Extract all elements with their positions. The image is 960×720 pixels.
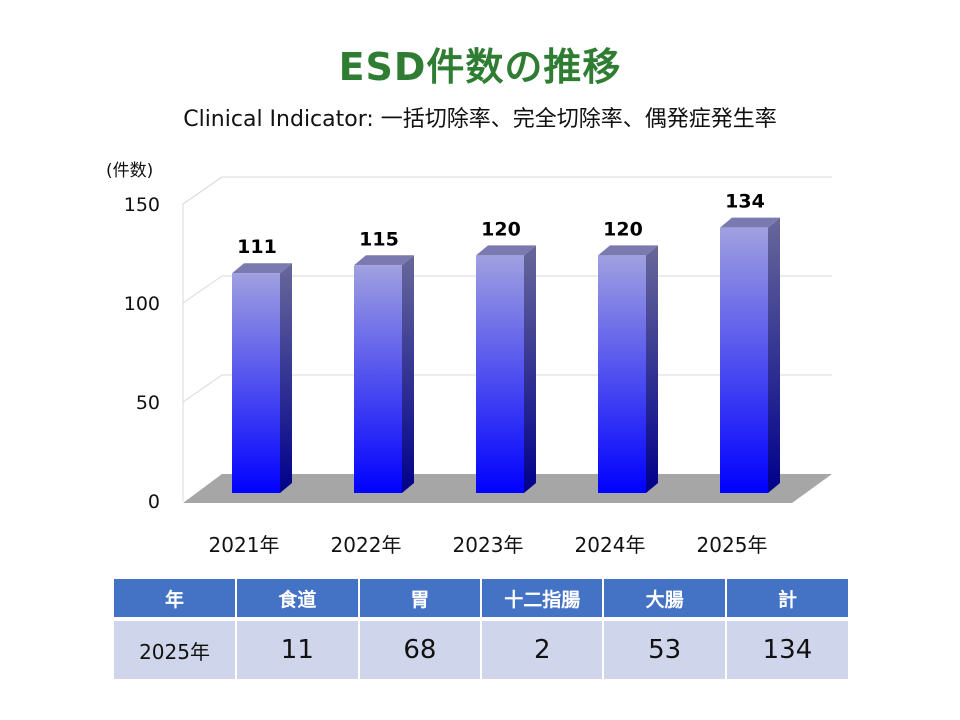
y-axis-label: (件数) <box>106 161 153 181</box>
column-header: 大腸 <box>604 579 725 621</box>
y-tick-label: 50 <box>136 392 160 414</box>
table-cell: 68 <box>359 621 481 679</box>
bar-chart: (件数) 0 50 100 150 111 2021年 115 2022年 120 2023年 12… <box>106 161 832 557</box>
table-row: 2025年 11 68 2 53 134 <box>114 621 848 679</box>
bar-side <box>768 217 780 493</box>
gridline-side <box>182 176 223 205</box>
column-header: 年 <box>114 579 236 621</box>
column-header: 計 <box>726 579 848 621</box>
x-tick-label: 2024年 <box>575 533 646 557</box>
bar-top <box>476 245 536 256</box>
bar <box>232 273 280 493</box>
bar-top <box>598 245 658 256</box>
bar-top <box>720 217 780 228</box>
y-tick-label: 0 <box>148 491 160 513</box>
column-header: 胃 <box>359 579 481 621</box>
bar-side <box>280 263 292 493</box>
bar-side <box>524 245 536 493</box>
table-cell: 134 <box>726 621 848 679</box>
bar-top <box>354 255 414 266</box>
column-header: 食道 <box>237 579 358 621</box>
table-cell: 53 <box>604 621 725 679</box>
data-label: 134 <box>725 191 765 213</box>
bar <box>354 265 402 493</box>
gridline-side <box>182 275 223 304</box>
x-tick-label: 2025年 <box>697 533 768 557</box>
esd-breakdown-table: 年食道胃十二指腸 大腸計 2025年 11 68 2 53 134 <box>112 579 850 679</box>
bar-side <box>402 255 414 493</box>
bar-side <box>646 245 658 493</box>
table-header-row: 年食道胃十二指腸 大腸計 <box>114 579 848 621</box>
data-label: 115 <box>359 228 399 250</box>
column-header: 十二指腸 <box>482 579 603 621</box>
data-label: 111 <box>237 236 277 258</box>
data-label: 120 <box>603 218 643 240</box>
table-cell: 2025年 <box>114 621 236 679</box>
gridline-side <box>182 374 223 403</box>
page-title: ESD件数の推移 <box>338 45 622 89</box>
y-tick-label: 150 <box>124 194 160 216</box>
x-tick-label: 2023年 <box>453 533 524 557</box>
data-label: 120 <box>481 218 521 240</box>
y-tick-label: 100 <box>124 293 160 315</box>
x-tick-label: 2021年 <box>209 533 280 557</box>
table-cell: 2 <box>482 621 603 679</box>
bar <box>720 227 768 493</box>
bar-top <box>232 263 292 274</box>
table-cell: 11 <box>237 621 358 679</box>
bar <box>476 255 524 493</box>
subtitle: Clinical Indicator: 一括切除率、完全切除率、偶発症発生率 <box>183 107 777 132</box>
x-tick-label: 2022年 <box>331 533 402 557</box>
bar <box>598 255 646 493</box>
